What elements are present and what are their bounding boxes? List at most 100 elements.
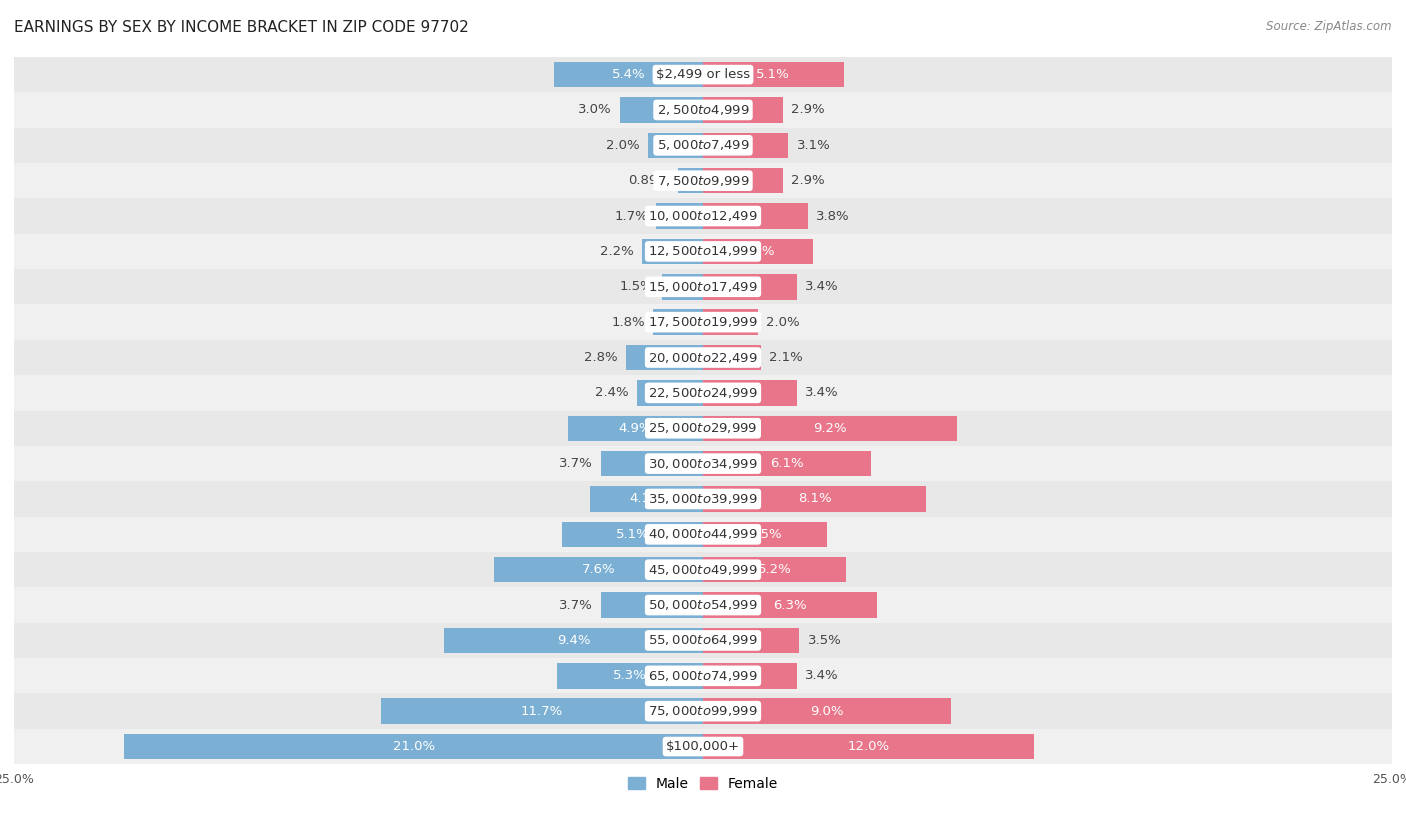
Text: 11.7%: 11.7% [520,705,562,718]
Bar [703,451,872,476]
Text: 5.2%: 5.2% [758,563,792,576]
Bar [14,481,1392,517]
Bar [637,380,703,406]
Text: $22,500 to $24,999: $22,500 to $24,999 [648,386,758,400]
Bar [14,269,1392,304]
Bar [703,593,876,618]
Bar [14,128,1392,163]
Text: 4.9%: 4.9% [619,422,652,435]
Bar [562,522,703,547]
Bar [703,274,797,299]
Text: 1.5%: 1.5% [620,280,654,293]
Text: $45,000 to $49,999: $45,000 to $49,999 [648,563,758,576]
Bar [14,57,1392,92]
Bar [14,587,1392,623]
Bar [703,698,950,724]
Bar [14,340,1392,375]
Bar [643,239,703,264]
Bar [14,729,1392,764]
Text: 3.4%: 3.4% [806,669,838,682]
Bar [703,486,927,511]
Bar [568,415,703,441]
Bar [657,203,703,228]
Bar [703,345,761,370]
Bar [557,663,703,689]
Bar [620,98,703,123]
Bar [14,92,1392,128]
Text: $5,000 to $7,499: $5,000 to $7,499 [657,138,749,152]
Text: 3.0%: 3.0% [578,103,612,116]
Text: 9.2%: 9.2% [813,422,846,435]
Text: 3.5%: 3.5% [807,634,841,647]
Text: 9.4%: 9.4% [557,634,591,647]
Text: 12.0%: 12.0% [848,740,890,753]
Bar [381,698,703,724]
Text: 2.2%: 2.2% [600,245,634,258]
Bar [494,557,703,582]
Bar [14,552,1392,587]
Text: 21.0%: 21.0% [392,740,434,753]
Text: 3.4%: 3.4% [806,386,838,399]
Bar [591,486,703,511]
Bar [626,345,703,370]
Text: 4.1%: 4.1% [630,493,664,506]
Bar [703,663,797,689]
Text: 6.1%: 6.1% [770,457,804,470]
Text: $10,000 to $12,499: $10,000 to $12,499 [648,209,758,223]
Bar [703,734,1033,759]
Text: $2,500 to $4,999: $2,500 to $4,999 [657,103,749,117]
Text: 4.0%: 4.0% [741,245,775,258]
Bar [14,304,1392,340]
Bar [600,593,703,618]
Text: 5.1%: 5.1% [756,68,790,81]
Text: 2.0%: 2.0% [766,315,800,328]
Text: $7,500 to $9,999: $7,500 to $9,999 [657,174,749,188]
Bar [679,168,703,193]
Bar [654,310,703,335]
Text: $2,499 or less: $2,499 or less [657,68,749,81]
Text: $40,000 to $44,999: $40,000 to $44,999 [648,528,758,541]
Text: $65,000 to $74,999: $65,000 to $74,999 [648,669,758,683]
Text: $100,000+: $100,000+ [666,740,740,753]
Text: Source: ZipAtlas.com: Source: ZipAtlas.com [1267,20,1392,33]
Text: $50,000 to $54,999: $50,000 to $54,999 [648,598,758,612]
Bar [14,517,1392,552]
Text: 2.0%: 2.0% [606,139,640,152]
Text: $20,000 to $22,499: $20,000 to $22,499 [648,350,758,364]
Text: 2.4%: 2.4% [595,386,628,399]
Text: $17,500 to $19,999: $17,500 to $19,999 [648,315,758,329]
Text: 3.1%: 3.1% [797,139,831,152]
Bar [14,233,1392,269]
Bar [554,62,703,87]
Text: $30,000 to $34,999: $30,000 to $34,999 [648,457,758,471]
Text: EARNINGS BY SEX BY INCOME BRACKET IN ZIP CODE 97702: EARNINGS BY SEX BY INCOME BRACKET IN ZIP… [14,20,468,35]
Text: 5.1%: 5.1% [616,528,650,541]
Bar [14,623,1392,659]
Text: 1.7%: 1.7% [614,210,648,223]
Text: 3.7%: 3.7% [560,598,593,611]
Bar [703,168,783,193]
Bar [703,133,789,158]
Text: $35,000 to $39,999: $35,000 to $39,999 [648,492,758,506]
Text: 2.9%: 2.9% [792,103,825,116]
Bar [703,203,807,228]
Bar [662,274,703,299]
Bar [14,659,1392,693]
Text: 2.1%: 2.1% [769,351,803,364]
Text: 5.3%: 5.3% [613,669,647,682]
Bar [14,376,1392,411]
Text: 9.0%: 9.0% [810,705,844,718]
Text: 8.1%: 8.1% [797,493,831,506]
Bar [600,451,703,476]
Bar [703,557,846,582]
Text: $12,500 to $14,999: $12,500 to $14,999 [648,245,758,259]
Bar [124,734,703,759]
Bar [703,310,758,335]
Text: 1.8%: 1.8% [612,315,645,328]
Legend: Male, Female: Male, Female [623,771,783,796]
Bar [648,133,703,158]
Text: 3.7%: 3.7% [560,457,593,470]
Bar [703,415,956,441]
Bar [703,98,783,123]
Text: 0.89%: 0.89% [628,174,671,187]
